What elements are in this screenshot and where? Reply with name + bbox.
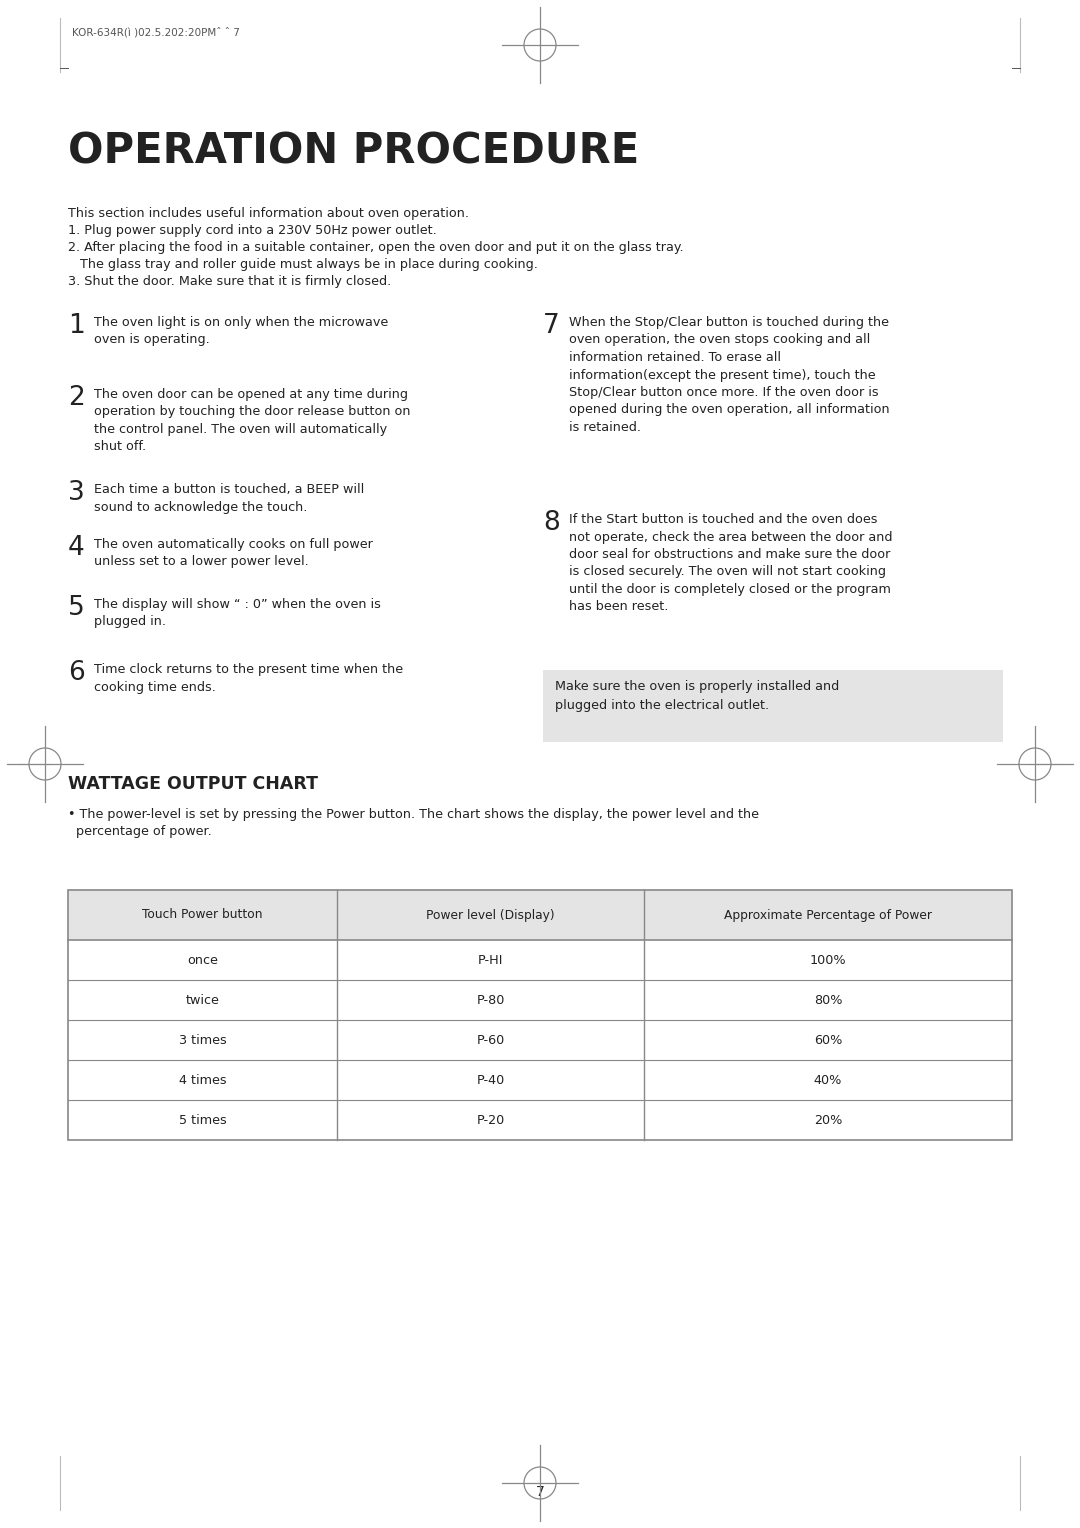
Text: If the Start button is touched and the oven does
not operate, check the area bet: If the Start button is touched and the o… <box>569 513 892 614</box>
Text: • The power-level is set by pressing the Power button. The chart shows the displ: • The power-level is set by pressing the… <box>68 808 759 839</box>
Text: 2: 2 <box>68 385 84 411</box>
Bar <box>68 889 1012 940</box>
Text: twice: twice <box>186 993 219 1007</box>
Text: 7: 7 <box>543 313 559 339</box>
Text: When the Stop/Clear button is touched during the
oven operation, the oven stops : When the Stop/Clear button is touched du… <box>569 316 890 434</box>
Text: 6: 6 <box>68 660 84 686</box>
Text: KOR-634R(ì )02.5.202:20PMˆ ˆ 7: KOR-634R(ì )02.5.202:20PMˆ ˆ 7 <box>72 28 240 37</box>
Text: 40%: 40% <box>813 1074 842 1086</box>
Text: 1. Plug power supply cord into a 230V 50Hz power outlet.: 1. Plug power supply cord into a 230V 50… <box>68 225 436 237</box>
Text: This section includes useful information about oven operation.: This section includes useful information… <box>68 206 469 220</box>
Text: 80%: 80% <box>813 993 842 1007</box>
Text: once: once <box>187 953 218 967</box>
Text: 3 times: 3 times <box>178 1033 227 1047</box>
Text: 20%: 20% <box>813 1114 842 1126</box>
Bar <box>68 889 1012 1140</box>
Text: The display will show “ : 0” when the oven is
plugged in.: The display will show “ : 0” when the ov… <box>94 597 381 628</box>
Text: 5: 5 <box>68 594 84 620</box>
Text: The oven light is on only when the microwave
oven is operating.: The oven light is on only when the micro… <box>94 316 388 347</box>
Text: 60%: 60% <box>813 1033 842 1047</box>
Text: Touch Power button: Touch Power button <box>143 909 262 921</box>
Text: 3. Shut the door. Make sure that it is firmly closed.: 3. Shut the door. Make sure that it is f… <box>68 275 391 287</box>
Text: WATTAGE OUTPUT CHART: WATTAGE OUTPUT CHART <box>68 775 318 793</box>
Text: 2. After placing the food in a suitable container, open the oven door and put it: 2. After placing the food in a suitable … <box>68 241 684 254</box>
Bar <box>543 669 1003 743</box>
Text: 8: 8 <box>543 510 559 536</box>
Text: Time clock returns to the present time when the
cooking time ends.: Time clock returns to the present time w… <box>94 663 403 694</box>
Text: Make sure the oven is properly installed and
plugged into the electrical outlet.: Make sure the oven is properly installed… <box>555 680 839 712</box>
Text: OPERATION PROCEDURE: OPERATION PROCEDURE <box>68 130 639 173</box>
Text: P-40: P-40 <box>476 1074 504 1086</box>
Text: 5 times: 5 times <box>178 1114 227 1126</box>
Text: The glass tray and roller guide must always be in place during cooking.: The glass tray and roller guide must alw… <box>68 258 538 270</box>
Text: Approximate Percentage of Power: Approximate Percentage of Power <box>724 909 932 921</box>
Text: P-80: P-80 <box>476 993 504 1007</box>
Text: P-60: P-60 <box>476 1033 504 1047</box>
Text: Each time a button is touched, a BEEP will
sound to acknowledge the touch.: Each time a button is touched, a BEEP wi… <box>94 483 364 513</box>
Text: P-20: P-20 <box>476 1114 504 1126</box>
Text: The oven door can be opened at any time during
operation by touching the door re: The oven door can be opened at any time … <box>94 388 410 454</box>
Text: 4 times: 4 times <box>178 1074 227 1086</box>
Text: The oven automatically cooks on full power
unless set to a lower power level.: The oven automatically cooks on full pow… <box>94 538 373 568</box>
Text: 1: 1 <box>68 313 84 339</box>
Text: 3: 3 <box>68 480 84 506</box>
Text: Power level (Display): Power level (Display) <box>427 909 555 921</box>
Text: 7: 7 <box>536 1485 544 1499</box>
Text: P-HI: P-HI <box>477 953 503 967</box>
Text: 4: 4 <box>68 535 84 561</box>
Text: 100%: 100% <box>810 953 847 967</box>
